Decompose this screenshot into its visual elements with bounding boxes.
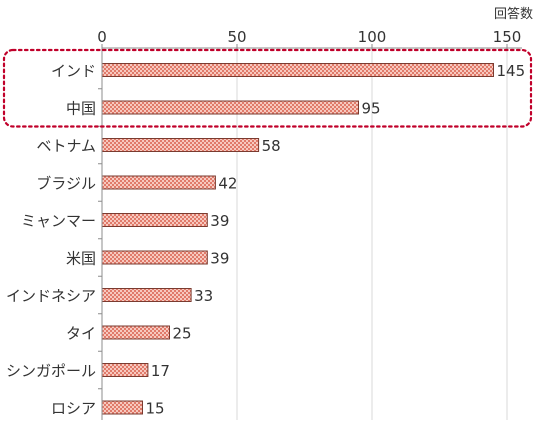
value-label-0: 145 xyxy=(497,62,526,80)
highlight xyxy=(2,48,533,128)
value-label-3: 42 xyxy=(218,175,237,193)
bar-3 xyxy=(101,175,216,190)
category-label-6: インドネシア xyxy=(6,287,96,305)
unit-label: 回答数 xyxy=(494,6,533,22)
category-label-1: 中国 xyxy=(66,100,96,118)
bar-9 xyxy=(101,400,143,415)
x-axis-ticks: 0 50 100 150 xyxy=(97,28,522,50)
category-label-2: ベトナム xyxy=(36,137,96,155)
value-label-8: 17 xyxy=(151,362,170,380)
x-tick-label: 100 xyxy=(358,28,387,46)
category-label-7: タイ xyxy=(66,325,96,343)
category-label-3: ブラジル xyxy=(36,175,96,193)
bar-0 xyxy=(101,63,494,77)
x-tick-label: 150 xyxy=(493,28,522,46)
value-label-5: 39 xyxy=(210,250,229,268)
bar-5 xyxy=(101,250,208,265)
category-label-5: 米国 xyxy=(66,250,96,268)
category-label-4: ミャンマー xyxy=(21,212,96,230)
bar-2 xyxy=(101,138,260,152)
x-tick-label: 50 xyxy=(227,28,246,46)
category-label-8: シンガポール xyxy=(6,362,96,380)
bar-1 xyxy=(101,100,359,115)
bars: 145 95 58 42 39 39 33 25 17 15 xyxy=(101,62,526,418)
value-label-2: 58 xyxy=(262,137,281,155)
value-label-7: 25 xyxy=(173,325,192,343)
bar-7 xyxy=(101,325,170,340)
value-label-6: 33 xyxy=(194,287,213,305)
value-label-1: 95 xyxy=(362,100,381,118)
highlight-box xyxy=(2,48,533,128)
x-tick-label: 0 xyxy=(97,28,107,46)
value-label-9: 15 xyxy=(146,400,165,418)
bar-4 xyxy=(101,213,208,227)
bar-8 xyxy=(101,363,149,377)
bar-6 xyxy=(101,288,192,302)
category-label-0: インド xyxy=(51,62,96,80)
category-label-9: ロシア xyxy=(51,400,96,418)
value-label-4: 39 xyxy=(210,212,229,230)
